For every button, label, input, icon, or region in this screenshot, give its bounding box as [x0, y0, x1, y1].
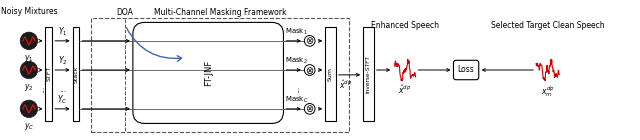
- Text: $Y_1$: $Y_1$: [58, 25, 67, 38]
- Circle shape: [20, 32, 38, 50]
- Text: $y_1$: $y_1$: [24, 52, 34, 64]
- Text: $\hat{x}^{dp}$: $\hat{x}^{dp}$: [398, 84, 412, 96]
- Text: Noisy Mixtures: Noisy Mixtures: [1, 7, 57, 16]
- Text: Mask$_C$: Mask$_C$: [285, 95, 308, 105]
- Circle shape: [305, 65, 315, 75]
- Text: $x_m^{dp}$: $x_m^{dp}$: [541, 84, 554, 99]
- Text: $y_2$: $y_2$: [24, 82, 34, 93]
- Text: Loss: Loss: [458, 66, 474, 74]
- Text: Selected Target Clean Speech: Selected Target Clean Speech: [491, 21, 605, 30]
- Text: Stack: Stack: [74, 65, 79, 83]
- Text: Mask$_1$: Mask$_1$: [285, 27, 308, 37]
- Circle shape: [305, 36, 315, 46]
- Text: $Y_C$: $Y_C$: [57, 93, 68, 106]
- Text: ...: ...: [292, 86, 301, 93]
- Text: STFT: STFT: [46, 66, 51, 81]
- Text: ...: ...: [37, 86, 46, 93]
- Text: $\otimes$: $\otimes$: [305, 65, 314, 75]
- Text: inverse-STFT: inverse-STFT: [366, 55, 371, 93]
- Text: FT-JNF: FT-JNF: [204, 60, 212, 86]
- Circle shape: [20, 61, 38, 79]
- Text: ...: ...: [59, 85, 66, 94]
- Text: $\otimes$: $\otimes$: [305, 103, 314, 114]
- Text: Multi-Channel Masking Framework: Multi-Channel Masking Framework: [154, 8, 286, 17]
- FancyBboxPatch shape: [73, 27, 79, 121]
- FancyBboxPatch shape: [363, 27, 374, 121]
- Text: DOA: DOA: [116, 8, 134, 17]
- Text: $Y_2$: $Y_2$: [58, 55, 67, 67]
- FancyBboxPatch shape: [133, 22, 284, 123]
- Text: $\otimes$: $\otimes$: [305, 35, 314, 46]
- Circle shape: [20, 100, 38, 118]
- Text: Enhanced Speech: Enhanced Speech: [371, 21, 439, 30]
- FancyBboxPatch shape: [454, 60, 479, 80]
- FancyArrowPatch shape: [126, 28, 182, 61]
- Circle shape: [305, 103, 315, 114]
- Text: Sum: Sum: [328, 67, 333, 81]
- FancyBboxPatch shape: [45, 27, 52, 121]
- FancyBboxPatch shape: [325, 27, 336, 121]
- Text: Mask$_2$: Mask$_2$: [285, 56, 308, 66]
- Text: $\hat{x}^{dp}$: $\hat{x}^{dp}$: [339, 79, 352, 91]
- Text: $y_C$: $y_C$: [24, 121, 34, 131]
